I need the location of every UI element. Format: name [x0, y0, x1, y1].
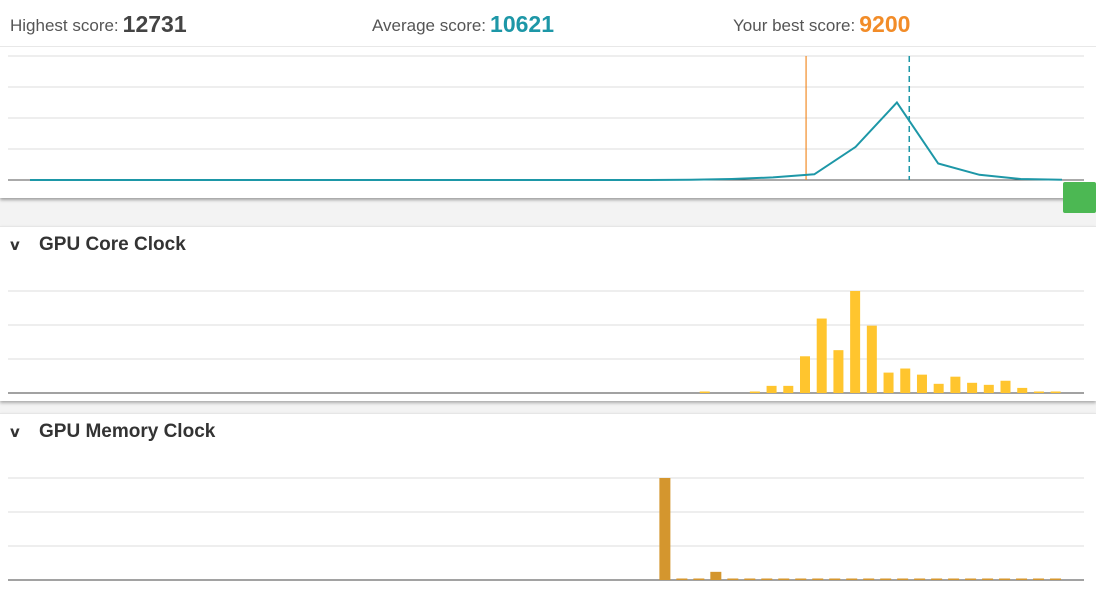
highest-score: Highest score: 12731: [10, 10, 187, 37]
histogram-bar: [833, 350, 844, 393]
score-distribution-panel: Highest score: 12731 Average score: 10621 …: [0, 0, 1096, 198]
gpu-core-clock-title: GPU Core Clock: [39, 234, 186, 255]
histogram-bar: [850, 291, 861, 393]
histogram-bar: [778, 578, 790, 580]
average-score-value: 10621: [490, 11, 554, 37]
histogram-bar: [1033, 578, 1045, 580]
gpu-memory-clock-title: GPU Memory Clock: [39, 421, 216, 442]
histogram-bar: [699, 391, 710, 393]
gpu-memory-clock-panel: v GPU Memory Clock: [0, 413, 1096, 590]
histogram-bar: [863, 578, 875, 580]
histogram-bar: [914, 578, 926, 580]
histogram-bar: [931, 578, 943, 580]
histogram-bar: [933, 383, 944, 393]
histogram-bar: [800, 356, 810, 393]
histogram-bar: [846, 578, 858, 580]
histogram-bar: [816, 318, 827, 393]
histogram-bar: [967, 382, 978, 393]
histogram-bar: [1017, 387, 1028, 393]
histogram-bar: [897, 578, 909, 580]
histogram-bar: [1000, 380, 1011, 393]
histogram-bar: [948, 578, 960, 580]
histogram-bar: [744, 578, 756, 580]
histogram-bar: [812, 578, 824, 580]
gpu-memory-clock-header[interactable]: v GPU Memory Clock: [0, 414, 1096, 450]
best-score-label: Your best score:: [733, 16, 856, 35]
histogram-bar: [783, 385, 794, 393]
expand-handle[interactable]: [1063, 182, 1096, 213]
gpu-memory-clock-histogram: [8, 477, 1084, 581]
histogram-bar: [1016, 578, 1028, 580]
best-score: Your best score: 9200: [733, 10, 910, 37]
histogram-bar: [676, 578, 688, 580]
average-score: Average score: 10621: [372, 10, 554, 37]
score-distribution-line: [30, 100, 1063, 181]
histogram-bar: [761, 578, 773, 580]
score-summary-row: Highest score: 12731 Average score: 10621 …: [0, 0, 1096, 47]
histogram-bar: [766, 385, 777, 393]
histogram-bar: [727, 578, 739, 580]
chevron-down-icon[interactable]: v: [10, 236, 20, 254]
average-score-label: Average score:: [372, 16, 487, 35]
score-distribution-chart: [8, 55, 1084, 181]
highest-score-value: 12731: [122, 11, 187, 37]
histogram-bar: [693, 578, 705, 580]
histogram-bar: [916, 374, 927, 393]
gpu-core-clock-panel: v GPU Core Clock: [0, 226, 1096, 401]
histogram-bar: [866, 325, 877, 393]
histogram-bar: [829, 578, 841, 580]
histogram-bar: [900, 368, 911, 393]
histogram-bar: [965, 578, 977, 580]
gpu-core-clock-histogram: [8, 290, 1084, 394]
histogram-bar: [983, 384, 994, 393]
histogram-bar: [1050, 391, 1061, 393]
best-score-value: 9200: [859, 11, 911, 37]
histogram-bar: [749, 391, 760, 393]
histogram-bar: [659, 478, 671, 580]
histogram-bar: [999, 578, 1011, 580]
histogram-bar: [883, 372, 894, 393]
histogram-bar: [880, 578, 892, 580]
gpu-core-clock-header[interactable]: v GPU Core Clock: [0, 227, 1096, 263]
chevron-down-icon[interactable]: v: [10, 423, 20, 441]
histogram-bar: [1033, 391, 1044, 393]
histogram-bar: [795, 578, 807, 580]
histogram-bar: [950, 376, 961, 393]
histogram-bar: [710, 571, 722, 580]
histogram-bar: [982, 578, 994, 580]
highest-score-label: Highest score:: [10, 16, 119, 35]
histogram-bar: [1050, 578, 1062, 580]
